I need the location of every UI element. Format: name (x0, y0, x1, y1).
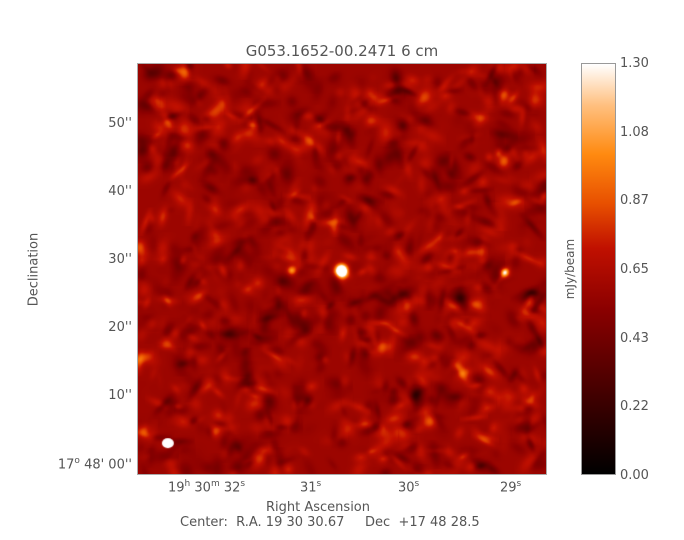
h-unit: h (184, 479, 191, 489)
seconds: 29 (500, 480, 517, 496)
colorbar-tick: 0.43 (620, 330, 649, 346)
deg: 17 (57, 457, 75, 473)
s-unit: s (240, 479, 246, 489)
m-unit: m (210, 479, 220, 489)
y-tick: 20'' (108, 320, 132, 335)
s-unit: s (516, 479, 522, 489)
y-tick: 30'' (108, 252, 132, 267)
deg-unit: o (74, 456, 80, 466)
y-tick: 50'' (108, 116, 132, 131)
x-tick: 19h 30m 32s (168, 479, 245, 495)
colorbar-label: mJy/beam (563, 238, 577, 300)
x-tick: 29s (500, 479, 521, 495)
colorbar-tick: 0.65 (620, 262, 649, 277)
radio-map-image (137, 63, 547, 475)
x-axis-label: Right Ascension (266, 500, 370, 515)
arcmin: 48' 00'' (84, 457, 132, 473)
seconds: 30 (398, 480, 415, 496)
center-coordinates: Center: R.A. 19 30 30.67 Dec +17 48 28.5 (180, 515, 480, 530)
s-unit: s (316, 479, 322, 489)
colorbar-tick: 0.87 (620, 193, 649, 209)
y-axis-label: Declination (26, 232, 42, 307)
colorbar-tick: 1.08 (620, 124, 649, 140)
x-tick: 31s (300, 479, 321, 495)
colorbar-tick: 0.00 (620, 468, 649, 483)
seconds: 32 (223, 480, 241, 496)
x-tick: 30s (398, 479, 419, 495)
colorbar (581, 63, 616, 475)
y-tick: 40'' (108, 184, 132, 199)
chart-title: G053.1652-00.2471 6 cm (245, 42, 439, 60)
minutes: 30 (194, 480, 211, 496)
y-ticks: 50'' 40'' 30'' 20'' 10'' 17o 48' 00'' (0, 0, 132, 540)
hours: 19 (168, 480, 185, 496)
y-tick-origin: 17o 48' 00'' (58, 456, 132, 472)
y-tick: 10'' (108, 388, 132, 403)
seconds: 31 (300, 480, 317, 496)
s-unit: s (414, 479, 420, 489)
colorbar-tick: 1.30 (620, 56, 649, 71)
colorbar-tick: 0.22 (620, 399, 649, 415)
